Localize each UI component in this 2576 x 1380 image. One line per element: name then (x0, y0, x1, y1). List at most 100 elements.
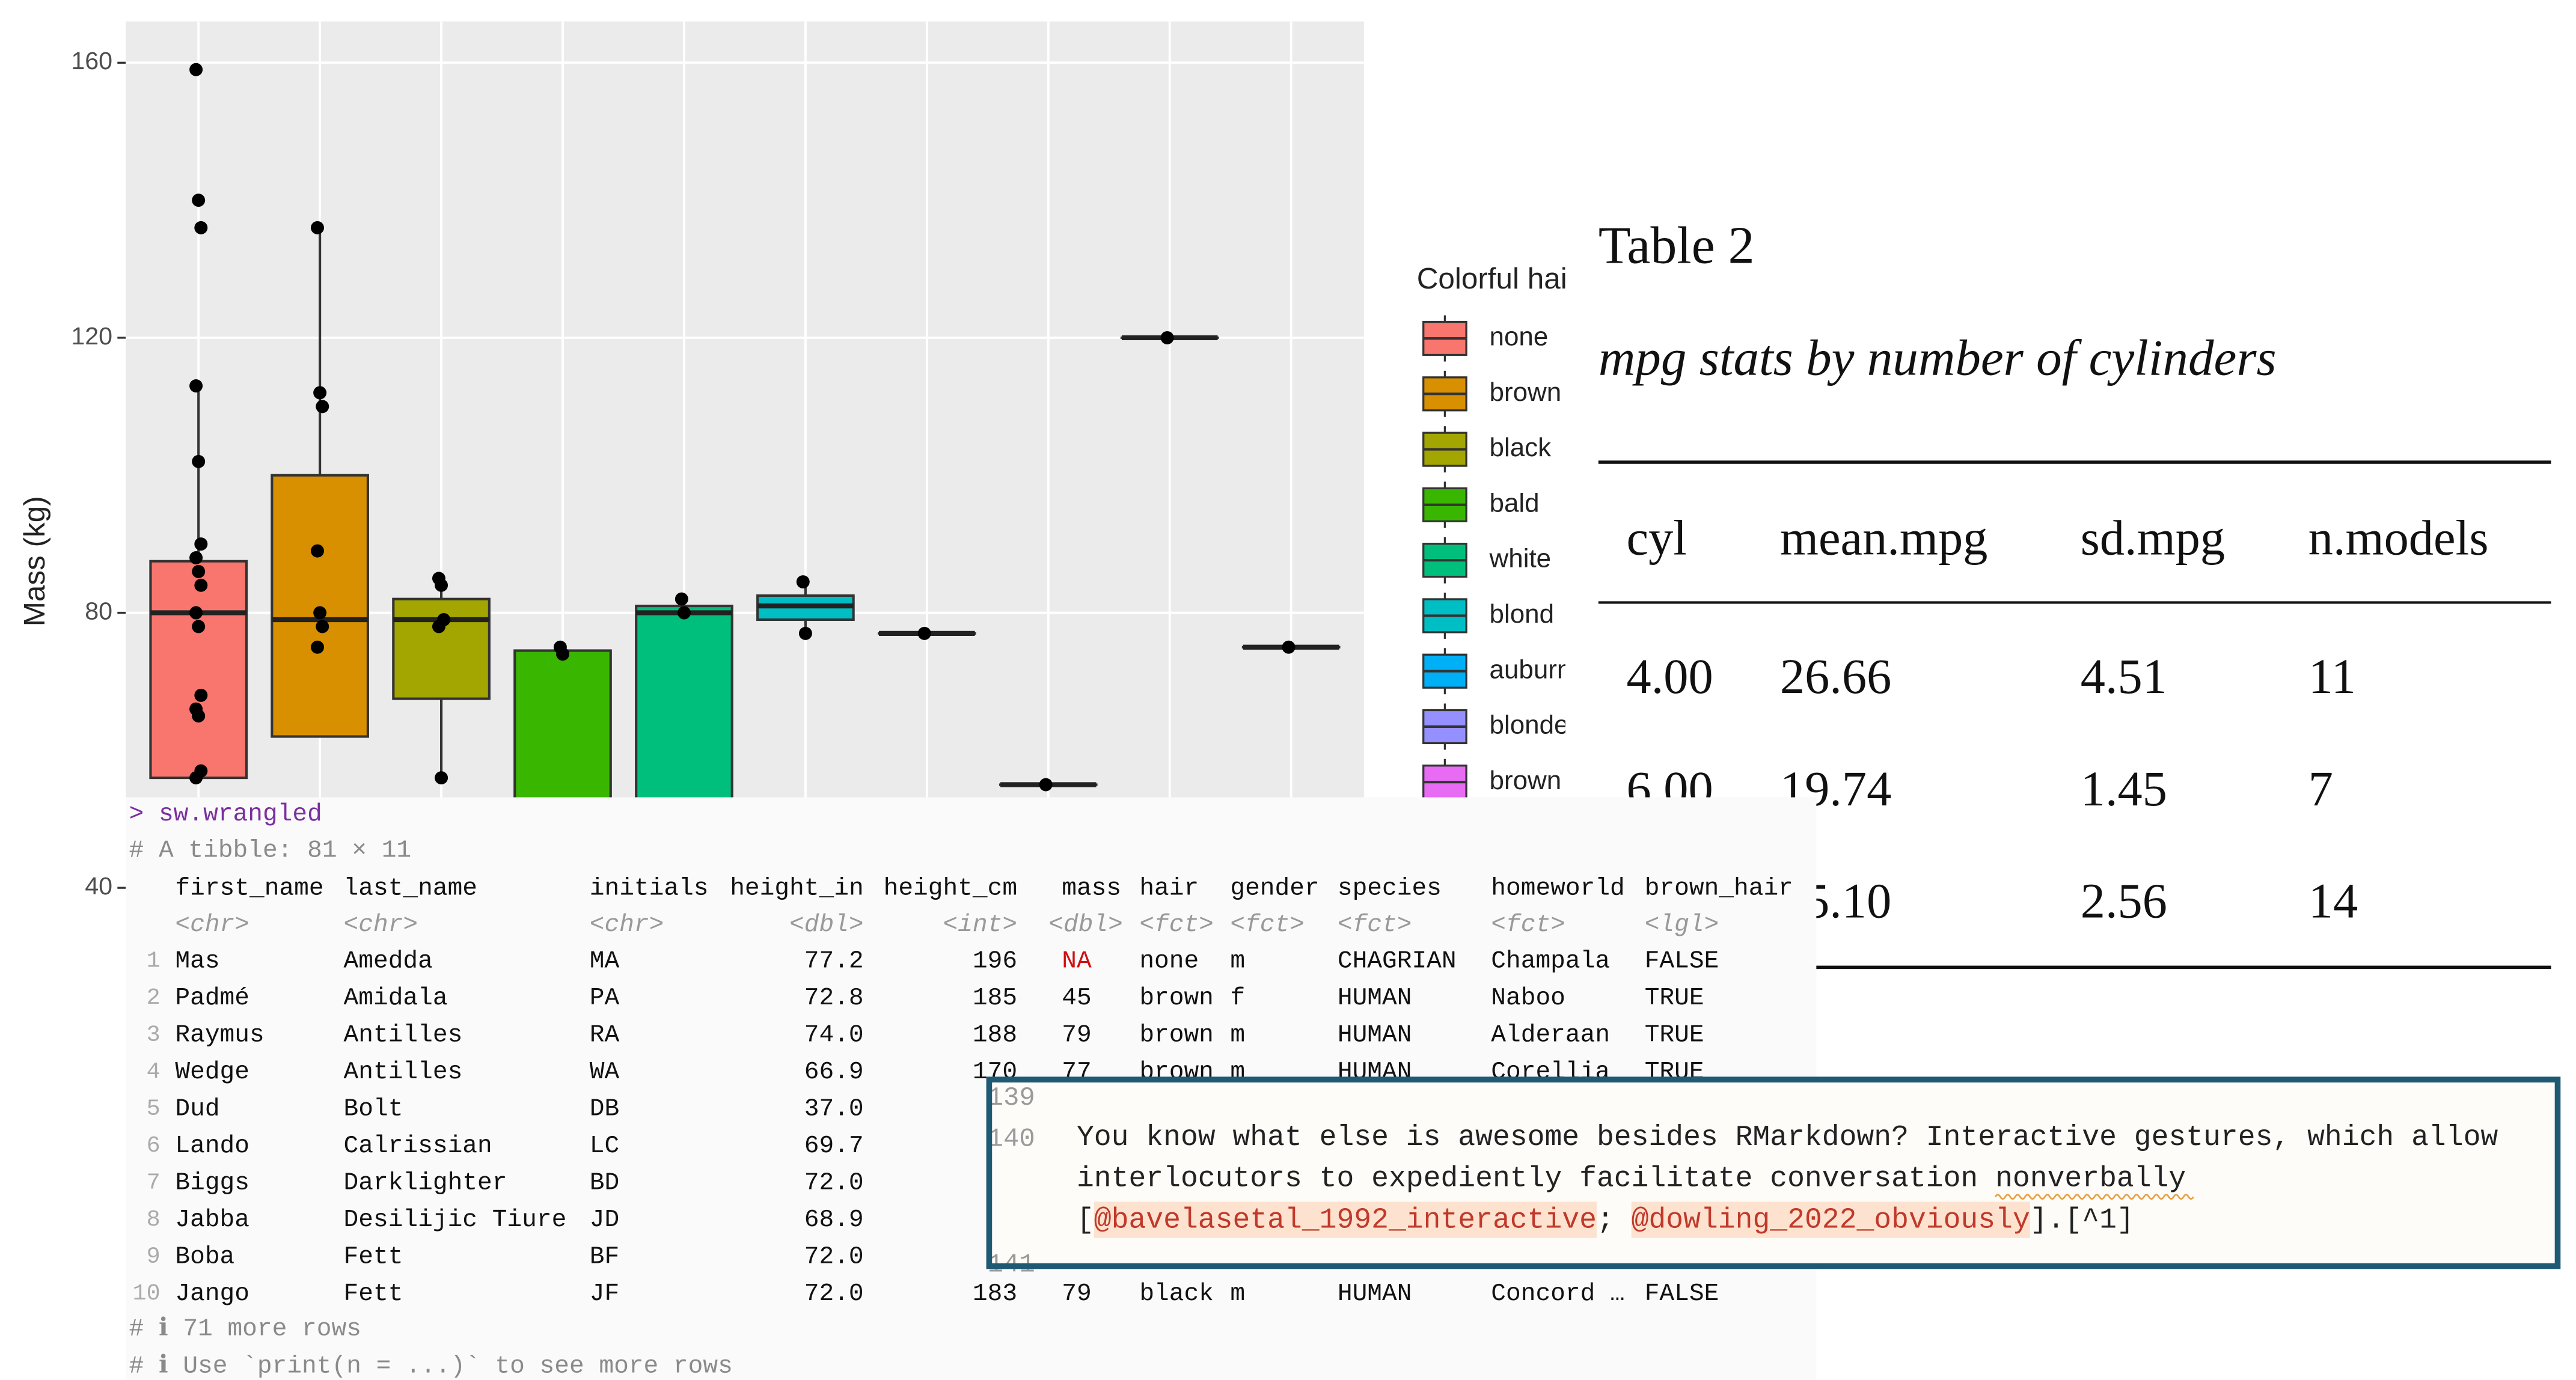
table-subtitle: mpg stats by number of cylinders (1599, 330, 2277, 386)
data-point (435, 771, 448, 785)
data-point (192, 454, 206, 468)
console-cell: 79 (1062, 1280, 1091, 1308)
console-cell: Biggs (175, 1169, 249, 1197)
console-cell: Boba (175, 1243, 234, 1271)
citation: @dowling_2022_obviously (1632, 1204, 2030, 1236)
console-cell: Jabba (175, 1206, 249, 1234)
data-point (1282, 640, 1296, 654)
table-cell: 7 (2308, 762, 2333, 816)
data-point (192, 709, 206, 723)
console-cell: TRUE (1645, 1021, 1704, 1049)
console-column-name: initials (590, 875, 709, 902)
console-cell: Raymus (175, 1021, 264, 1049)
console-column-type: <fct> (1338, 911, 1412, 939)
console-cell: JF (590, 1280, 619, 1308)
citation: @bavelasetal_1992_interactive (1094, 1204, 1597, 1236)
console-cell: 72.0 (804, 1243, 864, 1271)
console-cell: Lando (175, 1132, 249, 1160)
console-cell: 185 (973, 985, 1017, 1012)
console-cell: 45 (1062, 985, 1091, 1012)
console-column-type: <chr> (175, 911, 249, 939)
console-row-number: 7 (147, 1170, 161, 1196)
console-row-number: 1 (147, 948, 161, 974)
table-header: cyl (1627, 510, 1687, 565)
data-point (192, 564, 206, 578)
data-point (435, 578, 448, 592)
console-column-name: gender (1230, 875, 1319, 902)
console-cell: MA (590, 947, 620, 975)
console-column-type: <dbl> (1048, 911, 1123, 939)
console-row-number: 4 (147, 1058, 161, 1085)
console-cell: FALSE (1645, 947, 1719, 975)
legend-label: brown (1490, 766, 1562, 795)
y-tick-label: 40 (85, 872, 112, 900)
data-point (189, 63, 203, 76)
table-header: n.models (2308, 510, 2489, 565)
console-cell: 37.0 (804, 1095, 864, 1123)
data-point (313, 386, 327, 400)
console-column-name: last_name (344, 875, 477, 902)
console-cell: Fett (344, 1280, 403, 1308)
console-column-type: <chr> (590, 911, 664, 939)
table-title: Table 2 (1599, 217, 1755, 275)
legend-label: white (1489, 544, 1552, 573)
console-column-type: <chr> (344, 911, 418, 939)
table-header: mean.mpg (1780, 510, 1987, 565)
console-cell: Champala (1491, 947, 1610, 975)
console-column-name: mass (1062, 875, 1121, 902)
table-cell: 4.00 (1627, 649, 1713, 704)
data-point (194, 537, 208, 551)
data-point (917, 626, 931, 640)
console-cell: FALSE (1645, 1280, 1719, 1308)
console-cell: 69.7 (804, 1132, 864, 1160)
console-cell: 183 (973, 1280, 1017, 1308)
y-tick-label: 120 (71, 322, 112, 350)
console-cell: 72.0 (804, 1280, 864, 1308)
data-point (194, 578, 208, 592)
data-point (677, 606, 691, 620)
console-cell: black (1139, 1280, 1214, 1308)
console-command: > sw.wrangled (129, 801, 322, 828)
data-point (798, 626, 812, 640)
editor-text: interlocutors to expediently facilitate … (1077, 1163, 1995, 1195)
console-row-number: 6 (147, 1132, 161, 1159)
console-footer: # ℹ Use `print(n = ...)` to see more row… (129, 1352, 733, 1380)
console-cell: DB (590, 1095, 619, 1123)
data-point (556, 647, 570, 661)
legend-label: none (1490, 322, 1549, 352)
console-row-number: 8 (147, 1206, 161, 1233)
legend-label: blonde (1490, 710, 1569, 740)
console-column-type: <dbl> (789, 911, 864, 939)
console-cell: Naboo (1491, 985, 1565, 1012)
legend-label: bald (1490, 488, 1540, 518)
console-cell: Wedge (175, 1058, 249, 1086)
console-cell: Darklighter (344, 1169, 507, 1197)
data-point (316, 620, 329, 634)
data-point (189, 379, 203, 393)
legend-label: auburn (1490, 655, 1572, 684)
legend-label: blond (1490, 599, 1555, 629)
console-cell: 79 (1062, 1021, 1091, 1049)
line-number: 140 (988, 1125, 1035, 1155)
console-cell: WA (590, 1058, 620, 1086)
console-cell: Concord … (1491, 1280, 1624, 1308)
data-point (675, 592, 688, 606)
table-cell: 2.56 (2081, 874, 2167, 929)
data-point (1160, 331, 1174, 344)
legend-label: black (1490, 433, 1552, 462)
console-cell: 72.8 (804, 985, 864, 1012)
citation-highlight (1631, 1201, 2030, 1238)
console-column-type: <fct> (1139, 911, 1214, 939)
table-header: sd.mpg (2081, 510, 2225, 565)
data-point (313, 606, 327, 620)
y-tick-label: 160 (71, 47, 112, 75)
console-cell: Jango (175, 1280, 249, 1308)
console-cell: Antilles (344, 1021, 463, 1049)
data-point (194, 221, 208, 234)
box (271, 474, 369, 738)
editor-text: You know what else is awesome besides RM… (1077, 1122, 2498, 1154)
console-cell: 196 (973, 947, 1017, 975)
console-cell: HUMAN (1338, 1021, 1412, 1049)
